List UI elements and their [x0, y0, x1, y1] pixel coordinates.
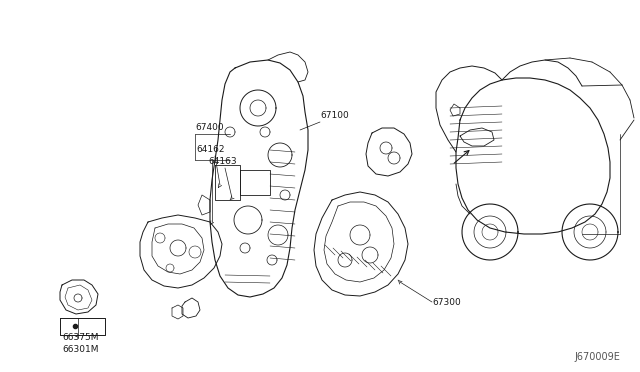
Text: 66375M: 66375M: [62, 333, 99, 342]
Text: 67100: 67100: [320, 111, 349, 120]
Text: 64162: 64162: [196, 145, 225, 154]
Text: 64163: 64163: [208, 157, 237, 166]
Text: 66301M: 66301M: [62, 345, 99, 354]
Text: 67300: 67300: [432, 298, 461, 307]
Text: J670009E: J670009E: [574, 352, 620, 362]
Text: 67400: 67400: [195, 123, 223, 132]
